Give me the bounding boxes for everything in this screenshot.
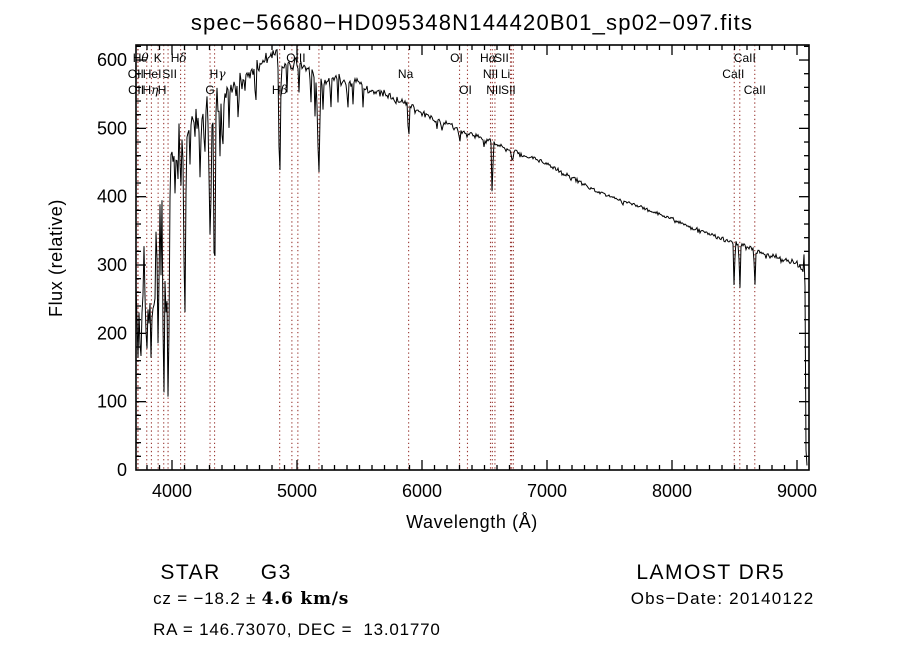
x-tick-label: 4000: [152, 481, 192, 501]
spectral-line-label: Hδ: [171, 51, 187, 65]
spectral-line-label: G: [205, 83, 214, 97]
spectral-line-label: CaII: [734, 51, 756, 65]
plot-title: spec−56680−HD095348N144420B01_sp02−097.f…: [191, 10, 753, 35]
spectral-line-label: SII: [494, 51, 509, 65]
spectral-line-label: Hη: [142, 83, 159, 97]
y-tick-label: 200: [97, 323, 127, 343]
cz-line: cz = −18.2 ± 4.6 km/s: [131, 569, 349, 629]
x-axis-title: Wavelength (Å): [406, 512, 538, 532]
cz-uncertainty-value: 4.6 km/s: [261, 589, 350, 609]
y-tick-label: 100: [97, 392, 127, 412]
cz-value: cz = −18.2 ±: [153, 589, 262, 608]
y-tick-label: 500: [97, 118, 127, 138]
classification-line: STAR G3: [131, 537, 292, 609]
spectral-line-label: Hβ: [272, 83, 288, 97]
y-tick-label: 600: [97, 50, 127, 70]
spectral-line-label: Hγ: [210, 67, 227, 81]
ra-dec-value: RA = 146.73070, DEC = 13.01770: [153, 620, 441, 639]
spectral-line-label: Na: [398, 67, 414, 81]
y-axis-title: Flux (relative): [46, 199, 66, 317]
obs-date-value: Obs−Date: 20140122: [630, 589, 815, 608]
y-tick-label: 400: [97, 187, 127, 207]
x-tick-label: 6000: [402, 481, 442, 501]
y-tick-label: 300: [97, 255, 127, 275]
spectral-line-label: SII: [501, 83, 516, 97]
spectral-line-label: K: [154, 51, 162, 65]
spectral-line-label: CaII: [744, 83, 766, 97]
y-tick-label: 0: [117, 460, 127, 480]
spectral-line-label: OI: [459, 83, 472, 97]
axis-tick-labels: 4000 5000 6000 7000 8000 9000 0 100 200 300 400 500…: [97, 50, 817, 501]
x-tick-label: 5000: [277, 481, 317, 501]
plot-frame: [135, 44, 810, 471]
spectral-line-label: Li: [501, 67, 510, 81]
spectral-line-label: Hα: [480, 51, 497, 65]
spectral-line-labels: OIIOIIHθHηHeIKHSIIHδGHγHβOIIINaOIOINIIHα…: [128, 51, 766, 97]
spectral-line-label: HeI: [143, 67, 162, 81]
object-category-label: STAR: [160, 561, 221, 584]
x-tick-label: 8000: [652, 481, 692, 501]
x-tick-label: 7000: [527, 481, 567, 501]
spectral-line-label: Hθ: [133, 51, 150, 65]
spectral-line-label: NII: [483, 67, 498, 81]
survey-label: LAMOST DR5: [636, 561, 786, 584]
axis-ticks: [136, 45, 809, 470]
spectral-line-label: H: [158, 83, 167, 97]
spectrum-trace: [135, 48, 808, 466]
spectral-line-label: NII: [486, 83, 501, 97]
obs-date-line: Obs−Date: 20140122: [607, 569, 814, 629]
spectral-line-markers: [137, 45, 756, 470]
spectral-line-label: OI: [450, 51, 463, 65]
x-tick-label: 9000: [777, 481, 817, 501]
spectral-line-label: CaII: [722, 67, 744, 81]
object-subclass-label: G3: [260, 561, 292, 584]
ra-dec-line: RA = 146.73070, DEC = 13.01770: [131, 600, 441, 649]
spectral-line-label: SII: [162, 67, 177, 81]
